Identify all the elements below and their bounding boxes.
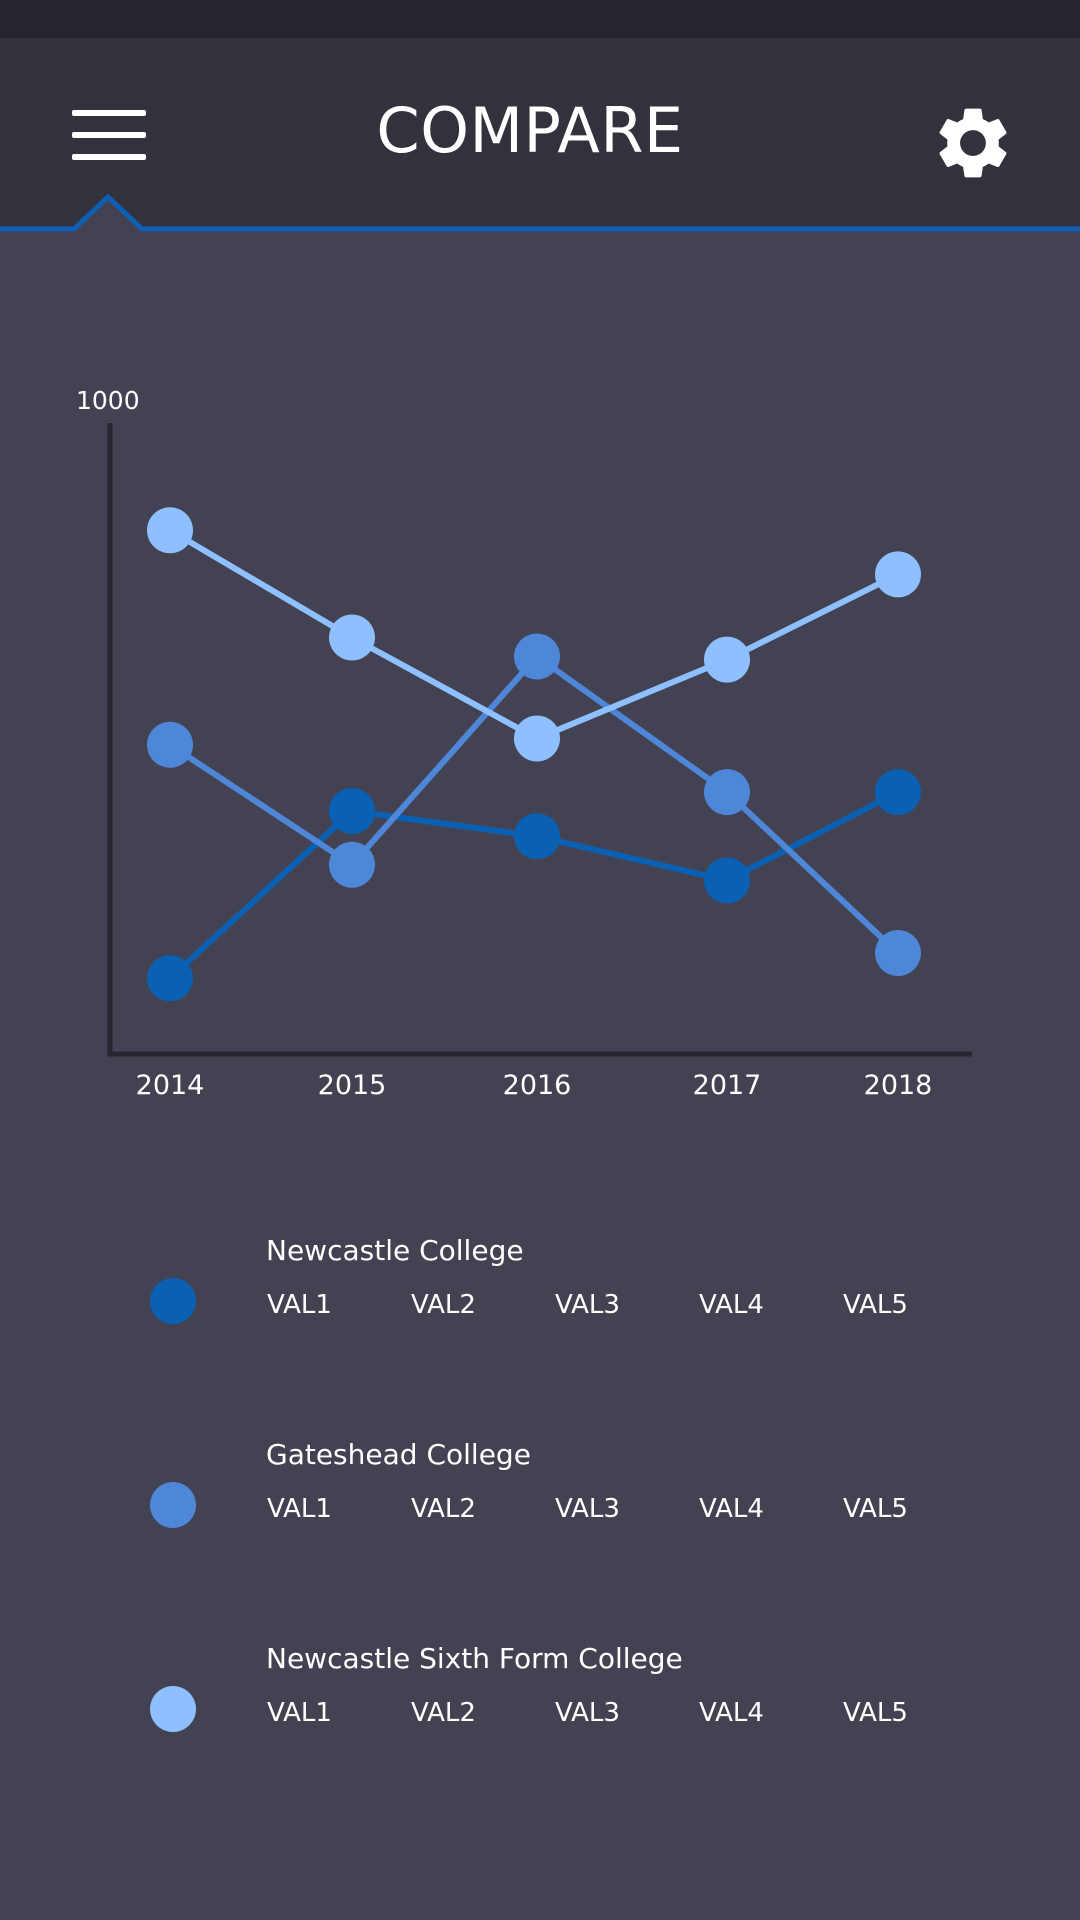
series-layer bbox=[147, 507, 921, 1002]
data-point bbox=[875, 769, 921, 816]
data-point bbox=[875, 930, 921, 976]
legend-item: Newcastle College VAL1 VAL2 VAL3 VAL4 VAL5 bbox=[0, 1220, 1080, 1340]
data-point bbox=[704, 857, 750, 904]
series-3 bbox=[147, 507, 921, 762]
series-2 bbox=[147, 633, 921, 976]
legend-value: VAL3 bbox=[555, 1290, 620, 1320]
settings-button[interactable] bbox=[920, 90, 1026, 196]
app-bar-background bbox=[0, 38, 1080, 232]
series-line bbox=[168, 652, 901, 956]
page-title: COMPARE bbox=[376, 94, 684, 167]
menu-button[interactable] bbox=[60, 98, 160, 178]
legend-value: VAL5 bbox=[843, 1494, 908, 1524]
data-point bbox=[704, 769, 750, 816]
gear-icon bbox=[939, 108, 1007, 178]
data-point bbox=[329, 614, 375, 661]
data-point bbox=[704, 636, 750, 683]
status-bar bbox=[0, 0, 1080, 38]
legend-color-dot bbox=[150, 1278, 196, 1324]
data-point bbox=[875, 551, 921, 598]
x-tick-label: 2014 bbox=[136, 1070, 205, 1101]
hamburger-menu-icon bbox=[72, 110, 146, 160]
legend-college-name: Newcastle Sixth Form College bbox=[266, 1642, 683, 1675]
x-tick-labels: 2014 2015 2016 2017 2018 bbox=[136, 1070, 933, 1101]
legend-value: VAL4 bbox=[699, 1698, 764, 1728]
legend-color-dot bbox=[150, 1482, 196, 1528]
legend-value: VAL2 bbox=[411, 1494, 476, 1524]
legend-value: VAL5 bbox=[843, 1698, 908, 1728]
app-bar: COMPARE bbox=[0, 38, 1080, 238]
y-axis-max-label: 1000 bbox=[76, 386, 140, 415]
data-point bbox=[329, 841, 375, 888]
legend-item: Gateshead College VAL1 VAL2 VAL3 VAL4 VAL5 bbox=[0, 1424, 1080, 1544]
line-chart: 1000 2014 2015 2016 2017 2018 bbox=[0, 370, 1080, 1110]
legend-value: VAL1 bbox=[267, 1290, 332, 1320]
legend-item: Newcastle Sixth Form College VAL1 VAL2 VAL3… bbox=[0, 1628, 1080, 1748]
legend-value: VAL2 bbox=[411, 1290, 476, 1320]
data-point bbox=[514, 633, 560, 680]
x-tick-label: 2015 bbox=[318, 1070, 387, 1101]
series-1 bbox=[147, 769, 921, 1002]
legend-value: VAL5 bbox=[843, 1290, 908, 1320]
data-point bbox=[147, 955, 193, 1002]
legend-value: VAL4 bbox=[699, 1494, 764, 1524]
line-chart-svg: 1000 2014 2015 2016 2017 2018 bbox=[76, 386, 972, 1101]
legend-color-dot bbox=[150, 1686, 196, 1732]
x-tick-label: 2016 bbox=[503, 1070, 572, 1101]
legend-value: VAL3 bbox=[555, 1494, 620, 1524]
data-point bbox=[147, 507, 193, 554]
data-point bbox=[147, 721, 193, 768]
legend-value: VAL1 bbox=[267, 1698, 332, 1728]
x-tick-label: 2018 bbox=[864, 1070, 933, 1101]
legend-value: VAL4 bbox=[699, 1290, 764, 1320]
data-point bbox=[514, 813, 560, 860]
x-tick-label: 2017 bbox=[693, 1070, 762, 1101]
legend-value: VAL1 bbox=[267, 1494, 332, 1524]
legend-college-name: Gateshead College bbox=[266, 1438, 531, 1471]
legend-value: VAL2 bbox=[411, 1698, 476, 1728]
legend-value: VAL3 bbox=[555, 1698, 620, 1728]
data-point bbox=[329, 788, 375, 835]
data-point bbox=[514, 715, 560, 762]
legend-college-name: Newcastle College bbox=[266, 1234, 524, 1267]
